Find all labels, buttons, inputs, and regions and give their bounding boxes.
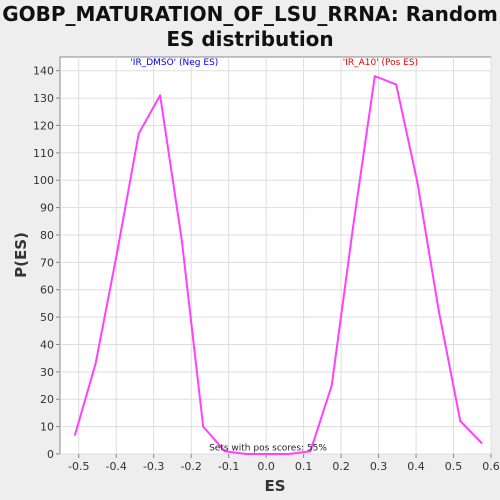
chart-title: GOBP_MATURATION_OF_LSU_RRNA: Random ES d…	[0, 2, 500, 52]
y-tick-label: 100	[33, 174, 54, 187]
x-tick-label: -0.4	[105, 460, 126, 473]
y-tick-label: 60	[40, 284, 54, 297]
annotation-label: 'IR_DMSO' (Neg ES)	[130, 58, 218, 68]
series-point	[395, 83, 398, 86]
series-point	[266, 453, 269, 455]
x-tick-label: 0.0	[257, 460, 275, 473]
series-point	[437, 310, 440, 313]
y-tick-label: 50	[40, 311, 54, 324]
series-point	[480, 442, 483, 445]
y-tick-label: 110	[33, 147, 54, 160]
y-tick-label: 80	[40, 229, 54, 242]
x-tick-label: 0.5	[445, 460, 463, 473]
annotation-layer: 'IR_DMSO' (Neg ES) 'IR_A10' (Pos ES) Sets …	[130, 58, 418, 454]
x-tick-label: -0.1	[218, 460, 239, 473]
series-point	[416, 181, 419, 184]
x-tick-label: -0.5	[68, 460, 89, 473]
annotation-label: 'IR_A10' (Pos ES)	[343, 58, 418, 68]
y-axis-title: P(ES)	[12, 232, 30, 278]
series-point	[287, 453, 290, 455]
y-tick-label: 20	[40, 393, 54, 406]
series-point	[223, 450, 226, 453]
annotation-label: Sets with pos scores: 55%	[209, 444, 327, 454]
x-tick-label: 0.6	[482, 460, 500, 473]
y-tick-label: 70	[40, 256, 54, 269]
series-point	[330, 384, 333, 387]
series-layer	[73, 75, 483, 455]
series-point	[202, 425, 205, 428]
plot-area	[59, 56, 492, 455]
x-tick-label: -0.3	[143, 460, 164, 473]
series-point	[352, 225, 355, 228]
x-tick-label: 0.4	[407, 460, 425, 473]
y-tick-label: 120	[33, 119, 54, 132]
series-point	[116, 250, 119, 253]
x-tick-label: 0.1	[295, 460, 313, 473]
chart-title-line-1: GOBP_MATURATION_OF_LSU_RRNA: Random	[2, 2, 498, 26]
y-axis-ticks: 0 10 20 30 40 50 60 70 80 90 100 110 120 130 140	[33, 65, 60, 461]
series-point	[94, 362, 97, 365]
y-tick-label: 0	[47, 448, 54, 461]
chart-title-line-2: ES distribution	[166, 27, 334, 51]
y-tick-label: 10	[40, 421, 54, 434]
x-tick-label: 0.3	[370, 460, 388, 473]
series-point	[459, 420, 462, 423]
x-axis-title: ES	[264, 477, 285, 495]
series-line	[74, 75, 483, 455]
x-tick-label: 0.2	[332, 460, 350, 473]
x-axis-ticks: -0.5 -0.4 -0.3 -0.2 -0.1 0.0 0.1 0.2 0.3 0.4 0.5 0.…	[68, 454, 500, 473]
series-point	[137, 132, 140, 135]
y-tick-label: 130	[33, 92, 54, 105]
y-tick-label: 40	[40, 338, 54, 351]
series-point	[159, 94, 162, 97]
series-point	[373, 75, 376, 78]
x-tick-label: -0.2	[180, 460, 201, 473]
y-tick-label: 30	[40, 366, 54, 379]
series-point	[73, 433, 76, 436]
y-tick-label: 90	[40, 202, 54, 215]
y-tick-label: 140	[33, 65, 54, 78]
series-point	[180, 239, 183, 242]
series-point	[309, 450, 312, 453]
grid-lines	[60, 57, 492, 455]
series-point	[245, 453, 248, 455]
